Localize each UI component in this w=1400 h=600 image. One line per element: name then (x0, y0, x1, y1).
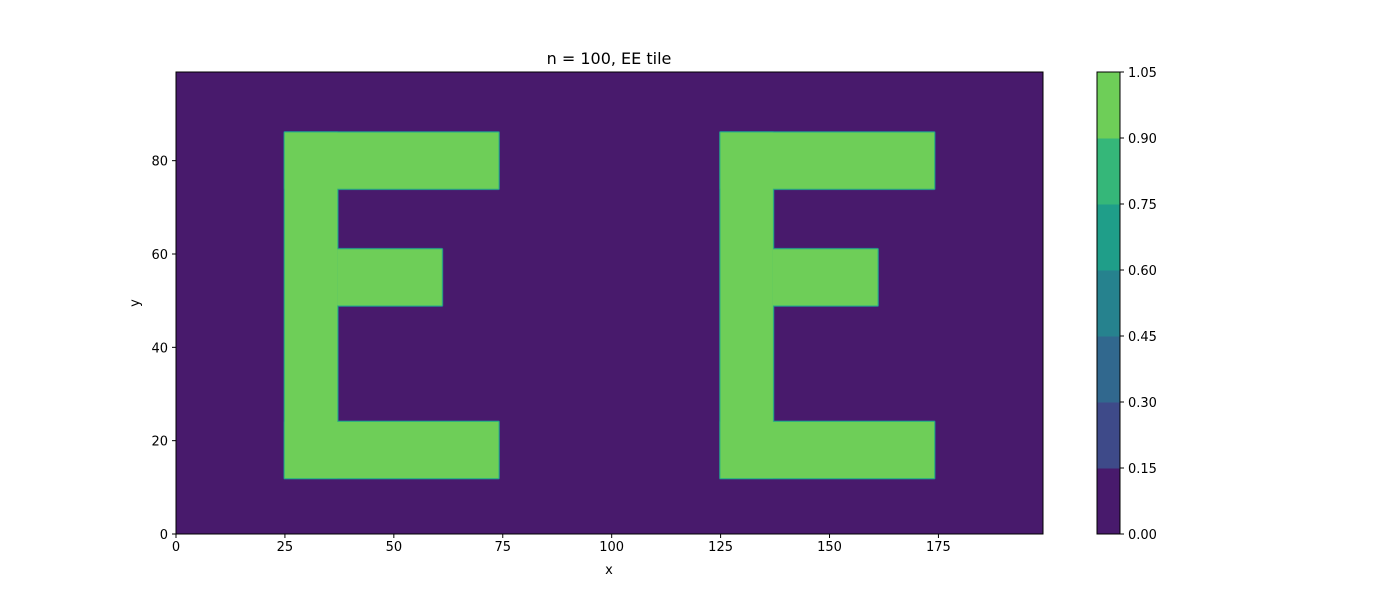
x-tick-label: 25 (277, 540, 294, 555)
colorbar-tick-label: 1.05 (1128, 66, 1157, 81)
letter-e-2 (719, 131, 936, 480)
letter-fill-1-2 (284, 132, 499, 189)
letter-fill-2-1 (720, 132, 773, 478)
colorbar-tick-label: 0.90 (1128, 132, 1157, 147)
y-tick-label: 0 (160, 528, 168, 543)
colorbar-tick-label: 0.75 (1128, 198, 1157, 213)
letter-fill-2-2 (720, 132, 935, 189)
plot-area (175, 71, 1044, 535)
letter-fill-1-3 (337, 249, 442, 306)
letter-e-1 (283, 131, 500, 480)
y-axis-label: y (128, 299, 143, 307)
chart-title: n = 100, EE tile (547, 49, 672, 68)
colorbar-segment (1097, 204, 1120, 271)
x-axis: 0 25 50 75 100 125 150 175 (172, 534, 951, 555)
y-tick-label: 80 (151, 155, 168, 170)
x-tick-label: 75 (494, 540, 511, 555)
colorbar-tick-label: 0.60 (1128, 264, 1157, 279)
colorbar-segment (1097, 402, 1120, 469)
letter-fill-2-3 (772, 249, 878, 306)
contour-shapes (283, 131, 936, 480)
x-axis-label: x (605, 563, 613, 578)
y-tick-label: 20 (151, 435, 168, 450)
x-tick-label: 150 (817, 540, 842, 555)
letter-fill-1-1 (284, 132, 338, 478)
x-tick-label: 125 (708, 540, 733, 555)
colorbar-segment (1097, 270, 1120, 337)
colorbar-tick-label: 0.00 (1128, 528, 1157, 543)
y-tick-label: 40 (151, 341, 168, 356)
plot-frame (175, 71, 1044, 535)
y-axis: 0 20 40 60 80 (151, 155, 176, 543)
x-tick-label: 175 (926, 540, 951, 555)
colorbar-segment (1097, 72, 1120, 139)
colorbar-segment (1097, 468, 1120, 535)
x-tick-label: 100 (599, 540, 624, 555)
colorbar-tick-label: 0.15 (1128, 462, 1157, 477)
colorbar-tick-label: 0.30 (1128, 396, 1157, 411)
x-tick-label: 50 (386, 540, 403, 555)
colorbar-frame (1096, 71, 1121, 535)
colorbar-tick-label: 0.45 (1128, 330, 1157, 345)
colorbar: 0.00 0.15 0.30 0.45 0.60 0.75 0.90 1.05 (1096, 66, 1157, 543)
colorbar-segment (1097, 336, 1120, 403)
y-tick-label: 60 (151, 248, 168, 263)
colorbar-segment (1097, 138, 1120, 205)
x-tick-label: 0 (172, 540, 180, 555)
